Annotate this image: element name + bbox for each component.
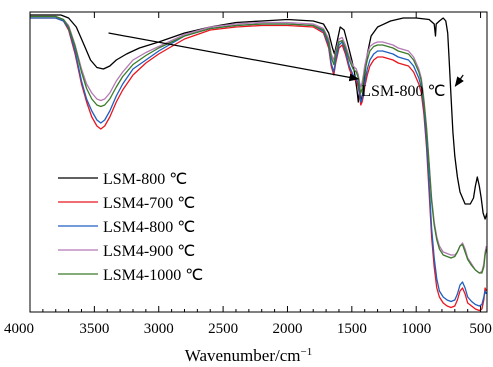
x-tick-label-3500: 3500 [79, 321, 109, 337]
annotation-arrow-right [454, 74, 464, 87]
x-axis-title-superscript: −1 [300, 346, 312, 358]
legend-label-3: LSM4-800 ℃ [103, 219, 195, 236]
x-axis-title: Wavenumber/cm−1 [185, 346, 312, 365]
plot-frame [29, 11, 488, 313]
legend-label-4: LSM4-900 ℃ [103, 243, 195, 260]
x-tick-label-2500: 2500 [208, 321, 238, 337]
legend-label-2: LSM4-700 ℃ [103, 195, 195, 212]
x-tick-label-2000: 2000 [272, 321, 302, 337]
x-tick-label-500: 500 [469, 321, 492, 337]
legend: LSM-800 ℃ LSM4-700 ℃ LSM4-800 ℃ LSM4-900 ℃ L… [58, 171, 203, 284]
series-line-5 [30, 15, 488, 274]
x-tick-label-4000: 4000 [4, 321, 34, 337]
series-line-4 [30, 15, 488, 274]
x-tick-label-3000: 3000 [144, 321, 174, 337]
annotation-label: LSM-800 ℃ [361, 83, 445, 100]
annotation-layer: LSM-800 ℃ [108, 32, 464, 100]
x-axis: 4000 3500 3000 2500 2000 1500 1000 500 [4, 12, 492, 337]
annotation-arrow-left [108, 32, 360, 82]
series-layer [30, 14, 488, 312]
x-tick-label-1500: 1500 [337, 321, 367, 337]
legend-label-1: LSM-800 ℃ [103, 171, 187, 188]
x-axis-title-text: Wavenumber/cm [185, 346, 301, 365]
series-line-3 [30, 17, 487, 307]
x-tick-label-1000: 1000 [401, 321, 431, 337]
legend-label-5: LSM4-1000 ℃ [103, 267, 203, 284]
